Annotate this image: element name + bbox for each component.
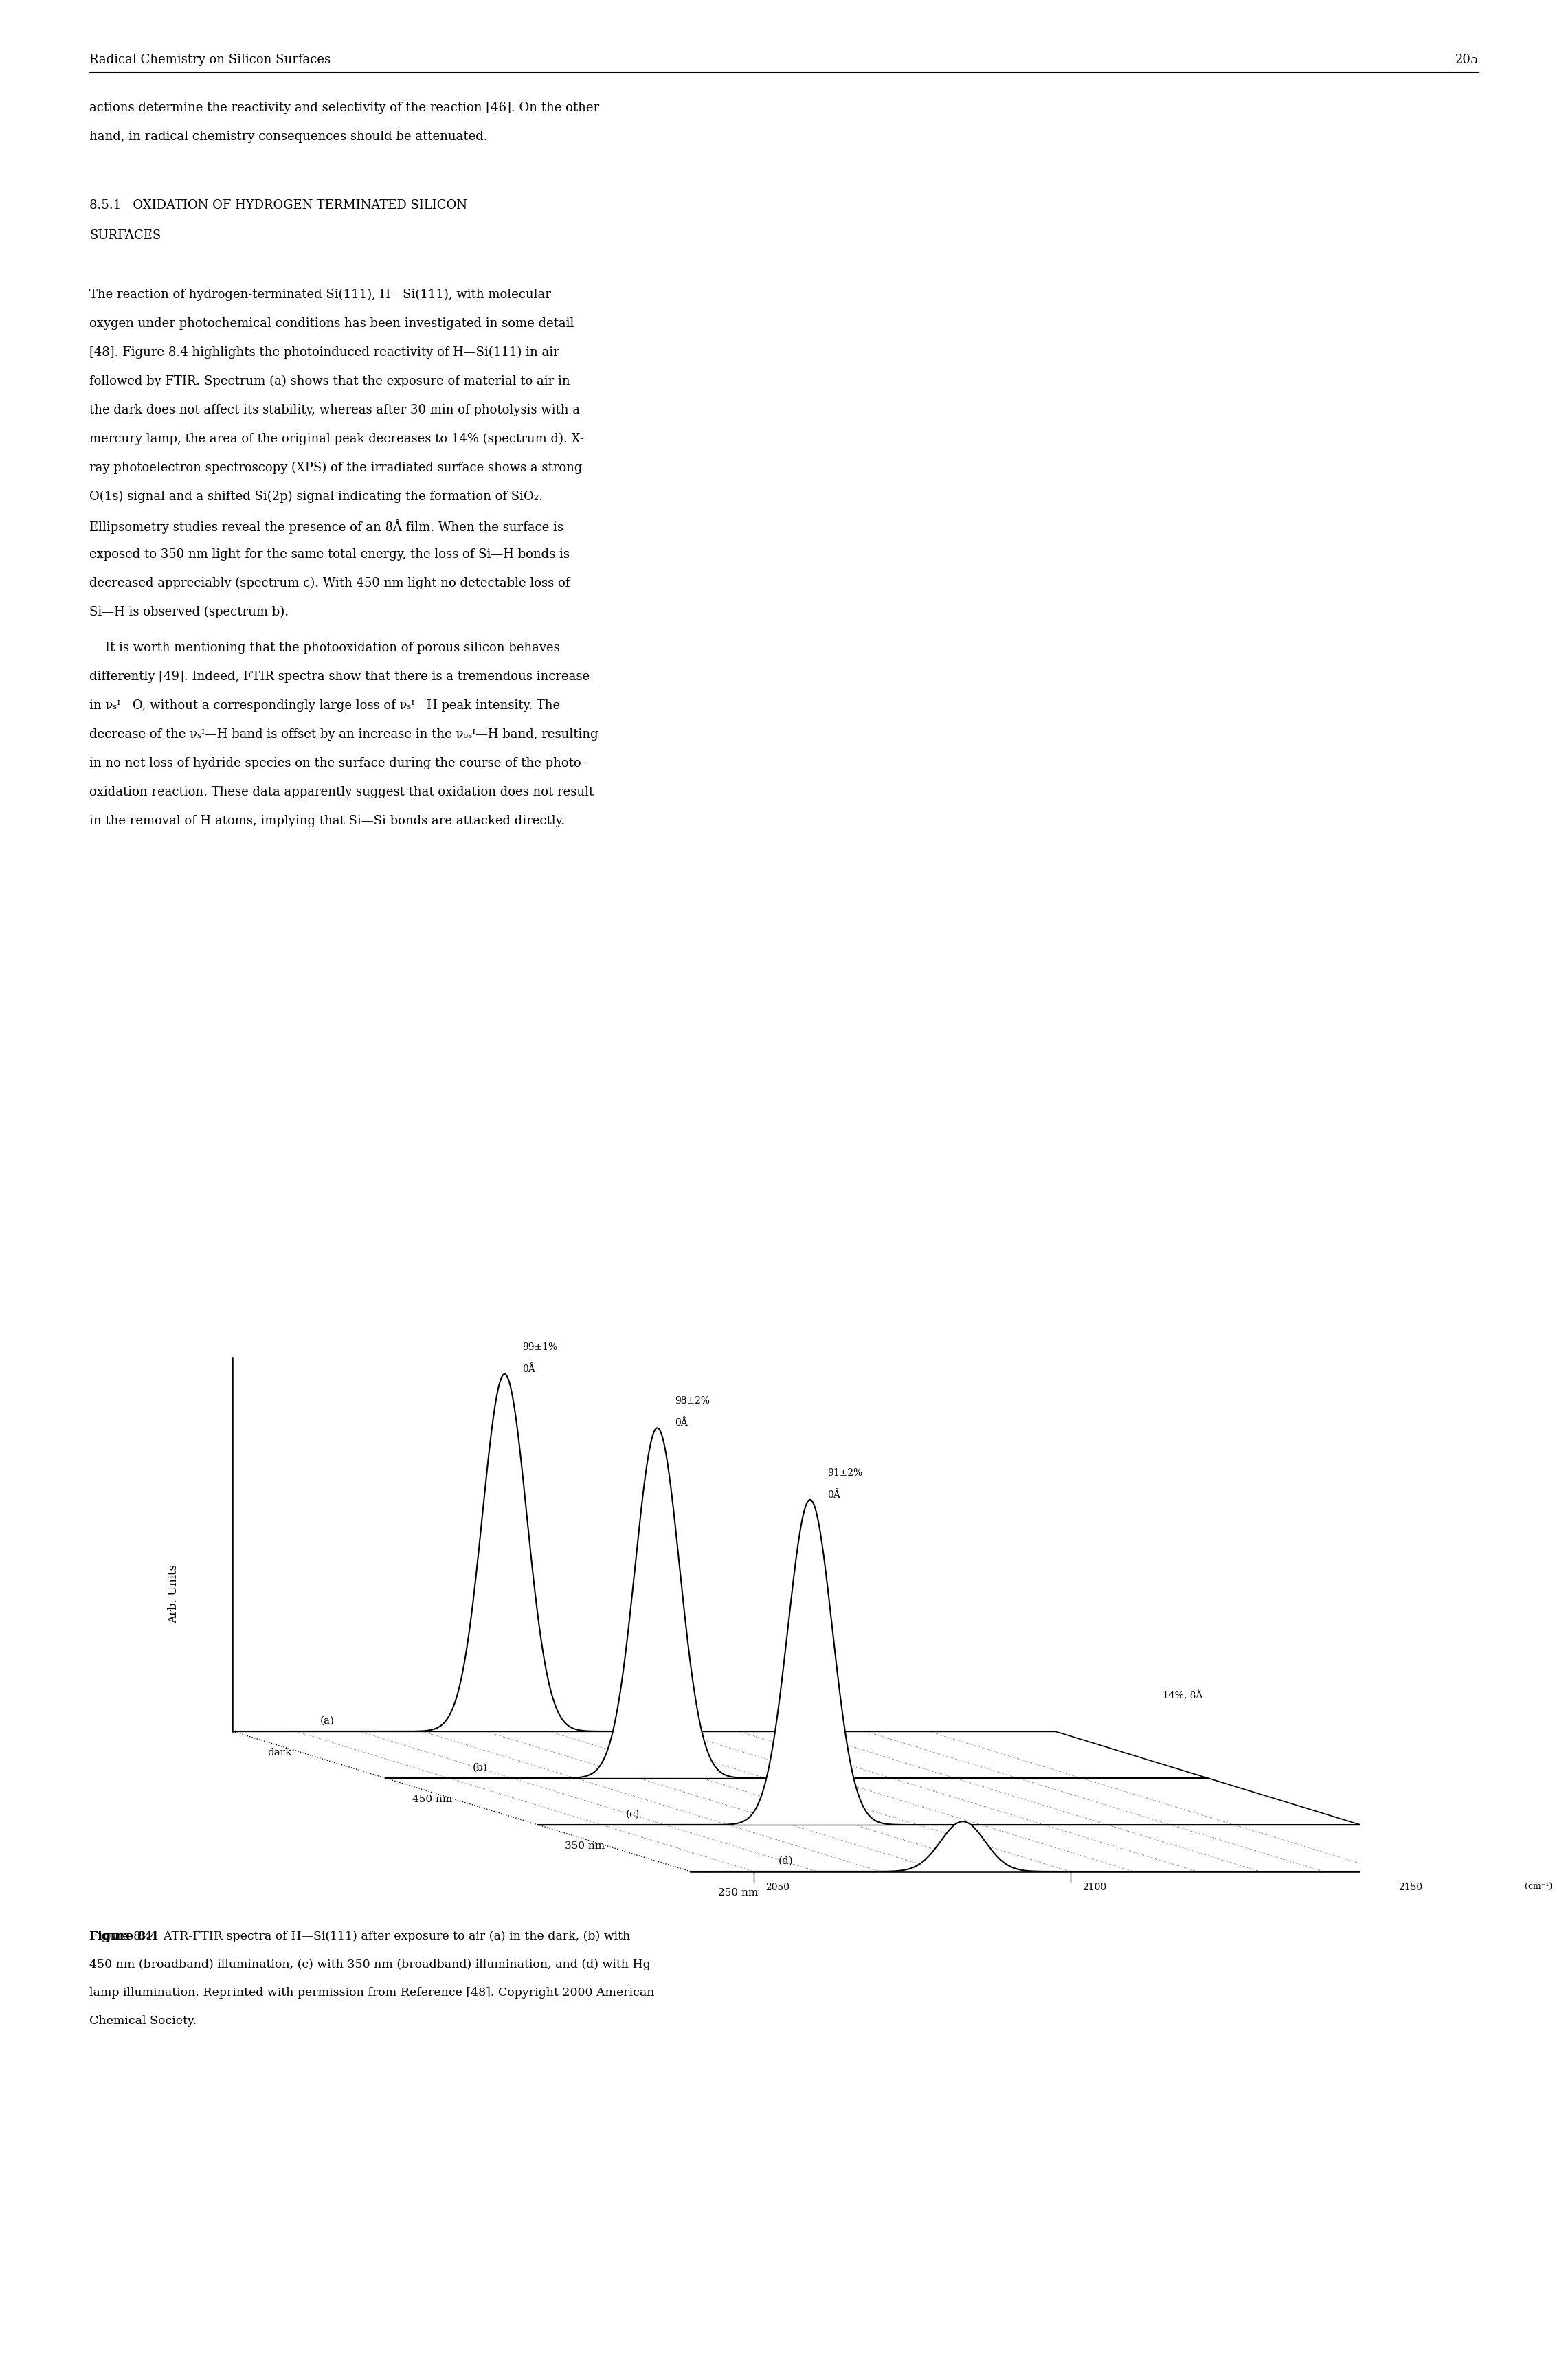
Text: SURFACES: SURFACES	[89, 229, 162, 241]
Text: (b): (b)	[472, 1763, 488, 1772]
Text: Ellipsometry studies reveal the presence of an 8Å film. When the surface is: Ellipsometry studies reveal the presence…	[89, 519, 563, 533]
Text: Figure 8.4: Figure 8.4	[89, 1930, 158, 1942]
Text: 250 nm: 250 nm	[718, 1888, 757, 1897]
Text: actions determine the reactivity and selectivity of the reaction [46]. On the ot: actions determine the reactivity and sel…	[89, 101, 599, 113]
Text: decreased appreciably (spectrum c). With 450 nm light no detectable loss of: decreased appreciably (spectrum c). With…	[89, 578, 569, 590]
Text: 99±1%: 99±1%	[522, 1343, 557, 1352]
Text: lamp illumination. Reprinted with permission from Reference [48]. Copyright 2000: lamp illumination. Reprinted with permis…	[89, 1987, 654, 1999]
Text: Arb. Units: Arb. Units	[168, 1565, 180, 1624]
Text: (cm⁻¹): (cm⁻¹)	[1526, 1883, 1552, 1890]
Text: in νₛᴵ—O, without a correspondingly large loss of νₛᴵ—H peak intensity. The: in νₛᴵ—O, without a correspondingly larg…	[89, 699, 560, 713]
Text: in the removal of H atoms, implying that Si—Si bonds are attacked directly.: in the removal of H atoms, implying that…	[89, 814, 564, 828]
Text: 2100: 2100	[1082, 1883, 1107, 1893]
Text: differently [49]. Indeed, FTIR spectra show that there is a tremendous increase: differently [49]. Indeed, FTIR spectra s…	[89, 670, 590, 682]
Text: in no net loss of hydride species on the surface during the course of the photo-: in no net loss of hydride species on the…	[89, 758, 585, 769]
Text: the dark does not affect its stability, whereas after 30 min of photolysis with : the dark does not affect its stability, …	[89, 404, 580, 415]
Text: 2050: 2050	[765, 1883, 790, 1893]
Text: 0Å: 0Å	[674, 1418, 688, 1428]
Text: It is worth mentioning that the photooxidation of porous silicon behaves: It is worth mentioning that the photooxi…	[89, 642, 560, 654]
Text: 450 nm (broadband) illumination, (c) with 350 nm (broadband) illumination, and (: 450 nm (broadband) illumination, (c) wit…	[89, 1959, 651, 1971]
Text: Si—H is observed (spectrum b).: Si—H is observed (spectrum b).	[89, 607, 289, 618]
Text: Figure 8.4   ATR-FTIR spectra of H—Si(111) after exposure to air (a) in the dark: Figure 8.4 ATR-FTIR spectra of H—Si(111)…	[89, 1930, 630, 1942]
Text: 8.5.1   OXIDATION OF HYDROGEN-TERMINATED SILICON: 8.5.1 OXIDATION OF HYDROGEN-TERMINATED S…	[89, 198, 467, 212]
Text: (c): (c)	[626, 1810, 640, 1820]
Text: [48]. Figure 8.4 highlights the photoinduced reactivity of H—Si(111) in air: [48]. Figure 8.4 highlights the photoind…	[89, 347, 560, 359]
Text: 98±2%: 98±2%	[674, 1397, 710, 1407]
Text: 14%, 8Å: 14%, 8Å	[1162, 1690, 1203, 1702]
Text: followed by FTIR. Spectrum (a) shows that the exposure of material to air in: followed by FTIR. Spectrum (a) shows tha…	[89, 375, 571, 387]
Text: oxygen under photochemical conditions has been investigated in some detail: oxygen under photochemical conditions ha…	[89, 316, 574, 330]
Text: exposed to 350 nm light for the same total energy, the loss of Si—H bonds is: exposed to 350 nm light for the same tot…	[89, 548, 569, 562]
Text: oxidation reaction. These data apparently suggest that oxidation does not result: oxidation reaction. These data apparentl…	[89, 786, 594, 798]
Text: 0Å: 0Å	[522, 1364, 535, 1374]
Text: (a): (a)	[320, 1716, 334, 1725]
Text: ray photoelectron spectroscopy (XPS) of the irradiated surface shows a strong: ray photoelectron spectroscopy (XPS) of …	[89, 463, 582, 474]
Text: 2150: 2150	[1399, 1883, 1422, 1893]
Text: 450 nm: 450 nm	[412, 1794, 452, 1803]
Text: 350 nm: 350 nm	[564, 1841, 605, 1850]
Text: dark: dark	[268, 1749, 292, 1758]
Text: 0Å: 0Å	[828, 1489, 840, 1499]
Text: (d): (d)	[778, 1857, 793, 1867]
Text: mercury lamp, the area of the original peak decreases to 14% (spectrum d). X-: mercury lamp, the area of the original p…	[89, 432, 583, 446]
Text: decrease of the νₛᴵ—H band is offset by an increase in the νₒₛᴵ—H band, resultin: decrease of the νₛᴵ—H band is offset by …	[89, 729, 599, 741]
Text: Radical Chemistry on Silicon Surfaces: Radical Chemistry on Silicon Surfaces	[89, 54, 331, 66]
Text: O(1s) signal and a shifted Si(2p) signal indicating the formation of SiO₂.: O(1s) signal and a shifted Si(2p) signal…	[89, 491, 543, 503]
Text: hand, in radical chemistry consequences should be attenuated.: hand, in radical chemistry consequences …	[89, 130, 488, 144]
Text: 205: 205	[1455, 54, 1479, 66]
Text: Chemical Society.: Chemical Society.	[89, 2015, 196, 2027]
Text: 91±2%: 91±2%	[828, 1468, 862, 1477]
Text: The reaction of hydrogen-terminated Si(111), H—Si(111), with molecular: The reaction of hydrogen-terminated Si(1…	[89, 288, 550, 302]
